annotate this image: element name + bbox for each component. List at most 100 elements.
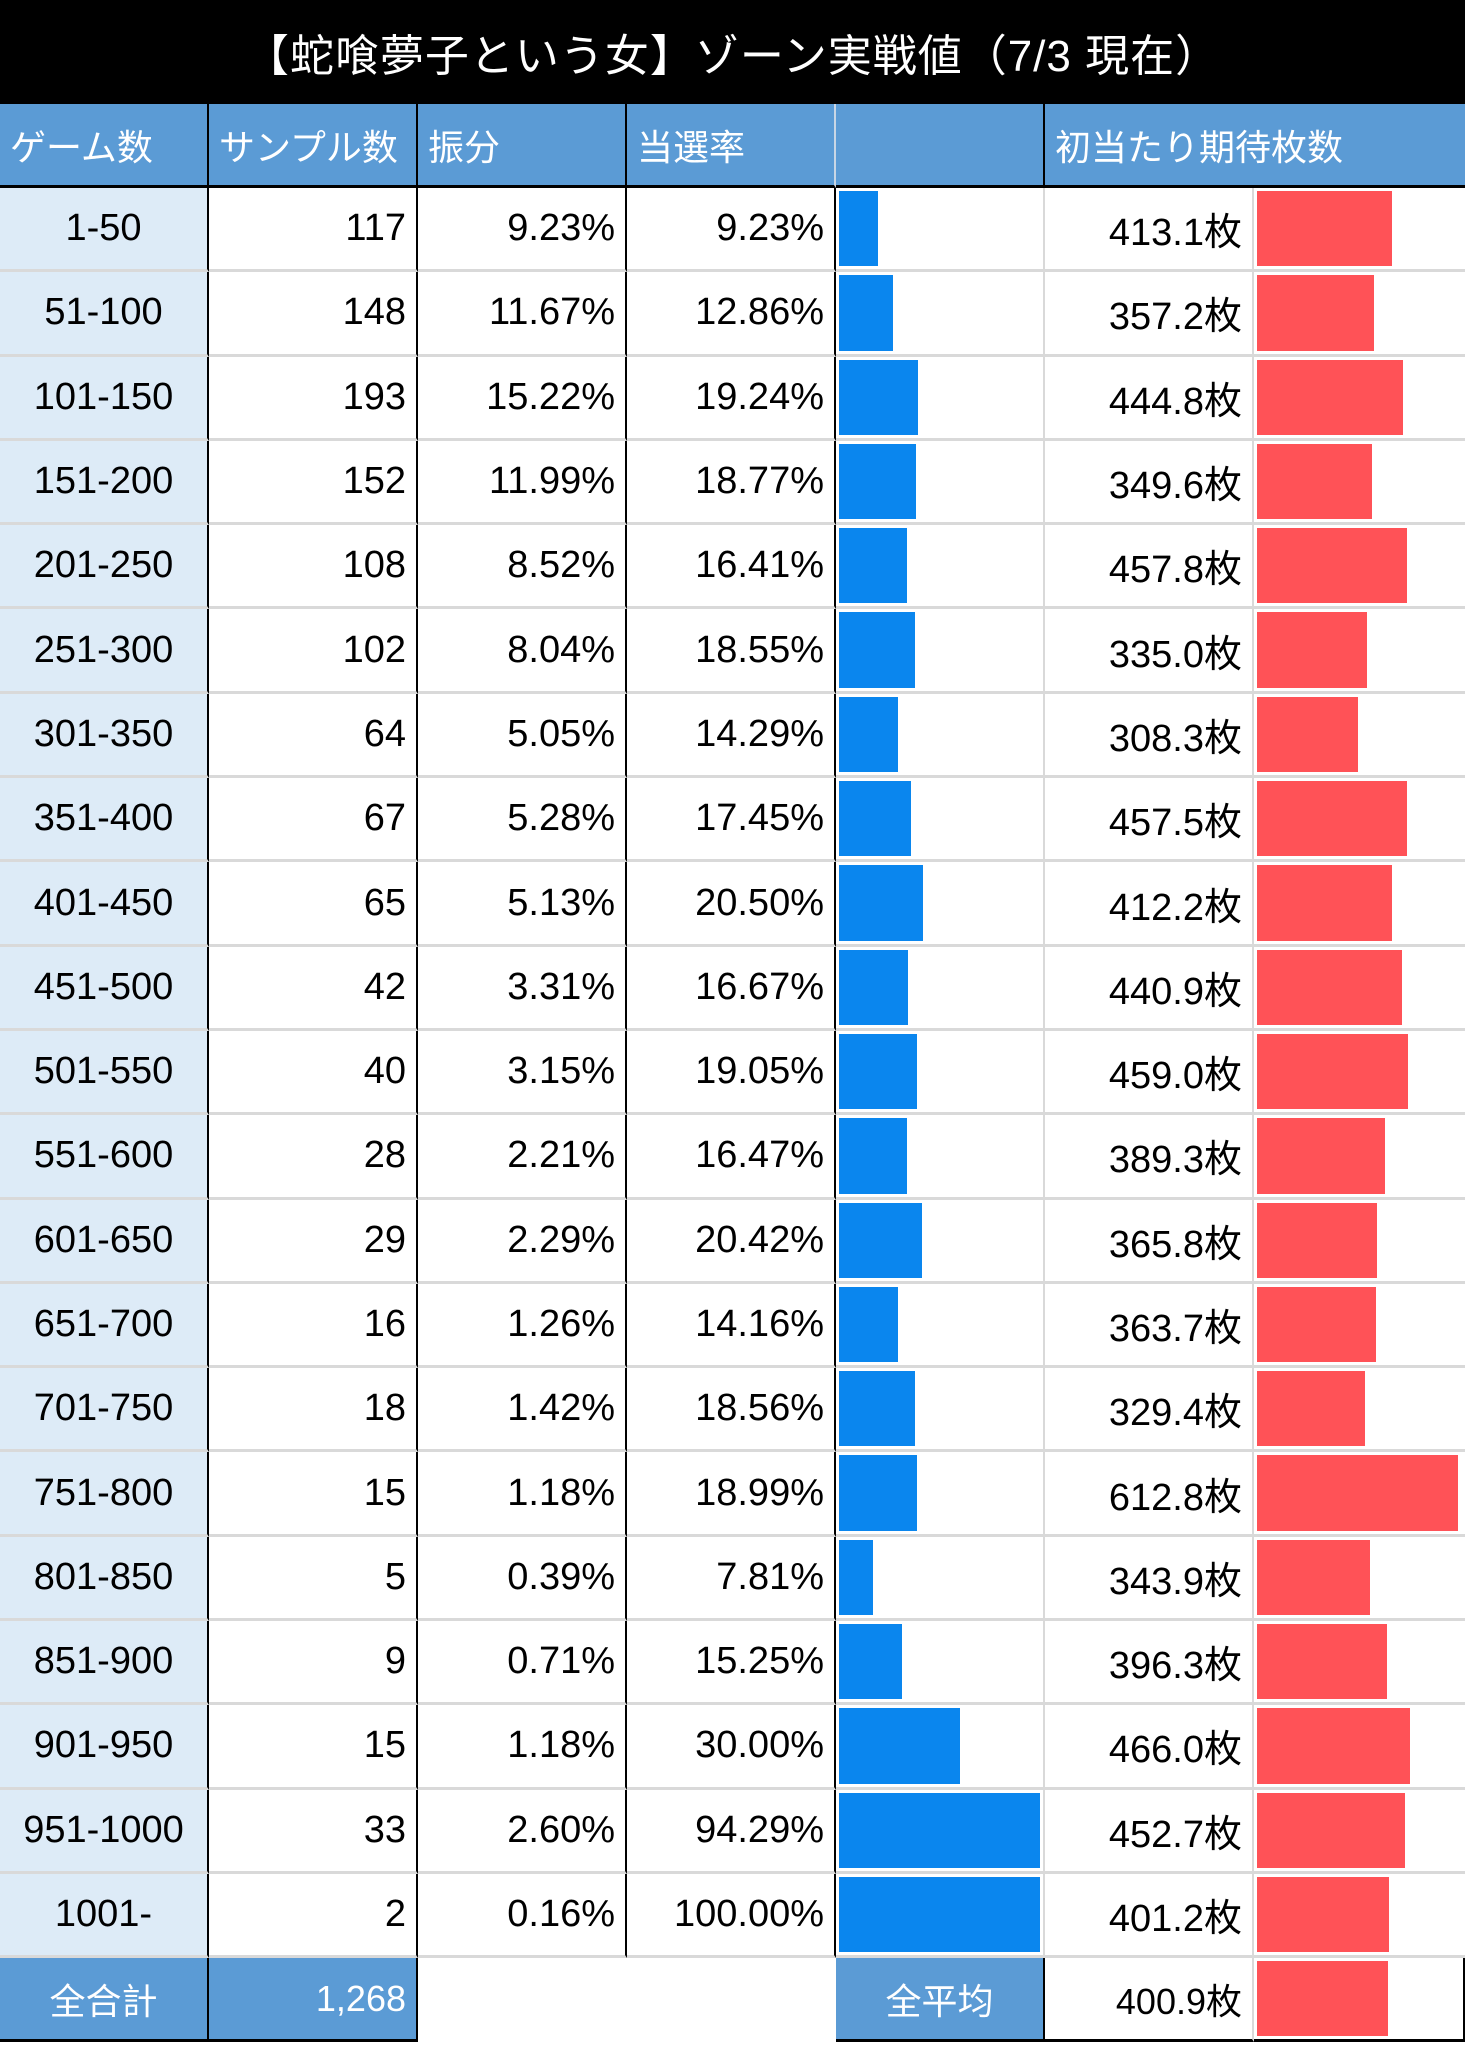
zone-cell: 151-200 — [0, 440, 209, 526]
rate-bar-cell — [836, 272, 1045, 357]
zone-cell: 1-50 — [0, 188, 209, 273]
samples-cell: 64 — [209, 693, 418, 779]
rate-cell: 20.50% — [627, 862, 836, 947]
share-cell: 2.29% — [418, 1199, 627, 1284]
rate-bar — [839, 1624, 902, 1700]
average-payout-bar-cell — [1254, 1958, 1465, 2043]
average-payout-bar — [1257, 1961, 1389, 2037]
payout-cell: 412.2枚 — [1045, 862, 1254, 947]
rate-bar-cell — [836, 1199, 1045, 1284]
samples-cell: 42 — [209, 946, 418, 1031]
share-cell: 8.04% — [418, 609, 627, 694]
payout-bar-cell — [1254, 693, 1465, 779]
rate-cell: 94.29% — [627, 1789, 836, 1874]
samples-cell: 117 — [209, 188, 418, 273]
payout-bar-cell — [1254, 1368, 1465, 1453]
rate-bar-cell — [836, 1452, 1045, 1537]
rate-bar-cell — [836, 946, 1045, 1031]
page-title: 【蛇喰夢子という女】ゾーン実戦値（7/3 現在） — [0, 0, 1465, 104]
rate-bar — [839, 612, 916, 688]
samples-cell: 102 — [209, 609, 418, 694]
samples-cell: 193 — [209, 356, 418, 441]
zone-cell: 1001- — [0, 1873, 209, 1959]
share-cell: 2.60% — [418, 1789, 627, 1874]
samples-cell: 108 — [209, 525, 418, 610]
payout-bar-cell — [1254, 1452, 1465, 1537]
payout-bar — [1257, 1455, 1458, 1531]
payout-cell: 308.3枚 — [1045, 693, 1254, 779]
rate-cell: 18.99% — [627, 1452, 836, 1537]
payout-cell: 335.0枚 — [1045, 609, 1254, 694]
payout-cell: 401.2枚 — [1045, 1873, 1254, 1959]
rate-bar — [839, 696, 899, 773]
share-cell: 3.31% — [418, 946, 627, 1031]
payout-bar — [1257, 1792, 1406, 1868]
zone-cell: 301-350 — [0, 693, 209, 779]
payout-bar-cell — [1254, 778, 1465, 863]
rate-bar — [839, 1876, 1040, 1953]
samples-cell: 40 — [209, 1030, 418, 1116]
payout-bar-cell — [1254, 440, 1465, 526]
rate-bar-cell — [836, 440, 1045, 526]
total-label: 全合計 — [0, 1958, 209, 2043]
payout-cell: 329.4枚 — [1045, 1368, 1254, 1453]
payout-bar-cell — [1254, 1873, 1465, 1959]
rate-cell: 19.05% — [627, 1030, 836, 1116]
rate-bar — [839, 1708, 961, 1784]
zone-cell: 801-850 — [0, 1536, 209, 1622]
header-share: 振分 — [418, 104, 627, 188]
share-cell: 0.71% — [418, 1621, 627, 1706]
rate-bar — [839, 443, 916, 520]
payout-bar-cell — [1254, 1115, 1465, 1200]
header-zone: ゲーム数 — [0, 104, 209, 188]
payout-bar — [1257, 949, 1402, 1025]
rate-cell: 12.86% — [627, 272, 836, 357]
share-cell: 0.39% — [418, 1536, 627, 1622]
rate-cell: 20.42% — [627, 1199, 836, 1284]
rate-bar — [839, 1539, 873, 1616]
rate-bar — [839, 1118, 907, 1194]
header-samples: サンプル数 — [209, 104, 418, 188]
zone-cell: 101-150 — [0, 356, 209, 441]
rate-cell: 9.23% — [627, 188, 836, 273]
payout-cell: 363.7枚 — [1045, 1283, 1254, 1369]
rate-bar — [839, 949, 908, 1025]
rate-cell: 19.24% — [627, 356, 836, 441]
payout-bar — [1257, 1876, 1389, 1953]
zone-cell: 551-600 — [0, 1115, 209, 1200]
samples-cell: 152 — [209, 440, 418, 526]
payout-cell: 413.1枚 — [1045, 188, 1254, 273]
rate-cell: 30.00% — [627, 1705, 836, 1790]
rate-bar-cell — [836, 188, 1045, 273]
payout-cell: 459.0枚 — [1045, 1030, 1254, 1116]
rate-cell: 16.47% — [627, 1115, 836, 1200]
footer-empty — [627, 1958, 836, 2043]
share-cell: 1.18% — [418, 1452, 627, 1537]
payout-cell: 357.2枚 — [1045, 272, 1254, 357]
payout-bar — [1257, 275, 1375, 351]
zone-cell: 901-950 — [0, 1705, 209, 1790]
average-label: 全平均 — [836, 1958, 1045, 2043]
payout-cell: 444.8枚 — [1045, 356, 1254, 441]
zone-cell: 851-900 — [0, 1621, 209, 1706]
zone-cell: 701-750 — [0, 1368, 209, 1453]
payout-cell: 466.0枚 — [1045, 1705, 1254, 1790]
zone-cell: 451-500 — [0, 946, 209, 1031]
rate-bar-cell — [836, 1536, 1045, 1622]
share-cell: 5.13% — [418, 862, 627, 947]
header-rate: 当選率 — [627, 104, 836, 188]
payout-bar — [1257, 1624, 1387, 1700]
share-cell: 1.26% — [418, 1283, 627, 1369]
zone-cell: 351-400 — [0, 778, 209, 863]
zone-cell: 51-100 — [0, 272, 209, 357]
samples-cell: 2 — [209, 1873, 418, 1959]
payout-bar-cell — [1254, 946, 1465, 1031]
samples-cell: 16 — [209, 1283, 418, 1369]
footer-empty — [418, 1958, 627, 2043]
zone-cell: 251-300 — [0, 609, 209, 694]
payout-bar — [1257, 1033, 1408, 1110]
rate-bar-cell — [836, 1368, 1045, 1453]
rate-cell: 18.77% — [627, 440, 836, 526]
zone-table: ゲーム数 サンプル数 振分 当選率 初当たり期待枚数 1-50 117 9.23% 9… — [0, 104, 1465, 1959]
rate-bar-cell — [836, 1283, 1045, 1369]
